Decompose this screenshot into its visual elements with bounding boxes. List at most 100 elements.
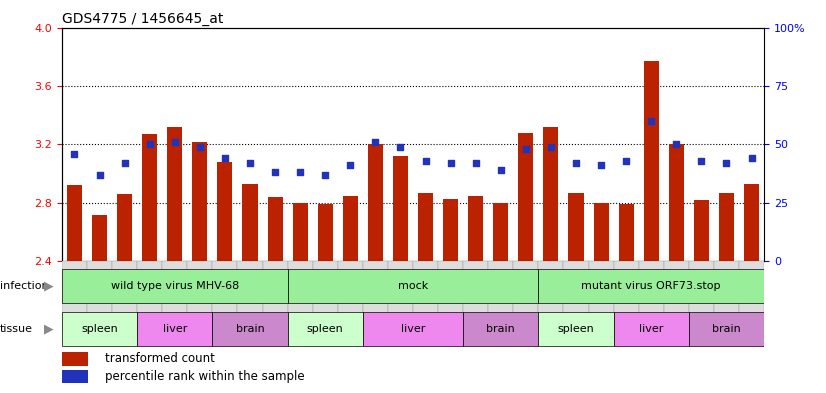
Point [595, 162, 608, 169]
Point [319, 172, 332, 178]
Bar [287, 261, 313, 334]
Bar [217, 162, 232, 261]
Bar [614, 261, 638, 334]
Bar [689, 261, 714, 334]
Bar [563, 261, 588, 334]
Text: brain: brain [235, 324, 264, 334]
Bar [438, 261, 463, 334]
Bar [62, 269, 287, 303]
Bar [62, 312, 137, 346]
Bar [117, 194, 132, 261]
Bar [539, 269, 764, 303]
Point [244, 160, 257, 166]
Text: brain: brain [712, 324, 741, 334]
Text: GDS4775 / 1456645_at: GDS4775 / 1456645_at [62, 12, 223, 26]
Text: wild type virus MHV-68: wild type virus MHV-68 [111, 281, 239, 291]
Bar [714, 261, 739, 334]
Point [444, 160, 458, 166]
Bar [287, 312, 363, 346]
Point [670, 141, 683, 148]
Bar [588, 261, 614, 334]
Bar [619, 204, 634, 261]
Text: percentile rank within the sample: percentile rank within the sample [105, 370, 305, 383]
Bar [388, 261, 413, 334]
Point [644, 118, 657, 124]
Bar [393, 156, 408, 261]
Bar [212, 312, 287, 346]
Text: mutant virus ORF73.stop: mutant virus ORF73.stop [582, 281, 721, 291]
Point [494, 167, 507, 173]
Bar [338, 261, 363, 334]
Bar [719, 193, 734, 261]
Bar [539, 312, 614, 346]
Point [419, 158, 432, 164]
Text: tissue: tissue [0, 324, 33, 334]
Point [520, 146, 533, 152]
Text: ▶: ▶ [44, 279, 54, 292]
Bar [568, 193, 583, 261]
Bar [594, 203, 609, 261]
Point [169, 139, 182, 145]
Bar [664, 261, 689, 334]
Point [344, 162, 357, 169]
Bar [614, 312, 689, 346]
Bar [87, 261, 112, 334]
Bar [363, 261, 388, 334]
Bar [192, 141, 207, 261]
Text: transformed count: transformed count [105, 353, 215, 365]
Bar [318, 204, 333, 261]
Bar [493, 203, 508, 261]
Bar [112, 261, 137, 334]
Bar [287, 269, 539, 303]
Point [695, 158, 708, 164]
Bar [368, 145, 383, 261]
Text: spleen: spleen [558, 324, 595, 334]
Bar [519, 133, 534, 261]
Bar [67, 185, 82, 261]
Bar [292, 203, 307, 261]
Point [118, 160, 131, 166]
Point [93, 172, 107, 178]
Text: spleen: spleen [81, 324, 118, 334]
Bar [313, 261, 338, 334]
Bar [539, 261, 563, 334]
Text: ▶: ▶ [44, 323, 54, 336]
Bar [268, 197, 282, 261]
Point [745, 155, 758, 162]
Bar [142, 134, 157, 261]
Bar [418, 193, 433, 261]
Bar [488, 261, 513, 334]
Point [394, 143, 407, 150]
Point [544, 143, 558, 150]
Bar [544, 127, 558, 261]
Text: liver: liver [401, 324, 425, 334]
Text: mock: mock [398, 281, 428, 291]
Bar [92, 215, 107, 261]
Bar [263, 261, 287, 334]
Bar [463, 312, 539, 346]
Point [293, 169, 306, 176]
Bar [739, 261, 764, 334]
Bar [669, 145, 684, 261]
Bar [167, 127, 183, 261]
Bar [243, 184, 258, 261]
Bar [744, 184, 759, 261]
Bar [238, 261, 263, 334]
Text: brain: brain [487, 324, 515, 334]
Point [368, 139, 382, 145]
Bar [343, 196, 358, 261]
Text: liver: liver [639, 324, 663, 334]
Bar [463, 261, 488, 334]
Bar [468, 196, 483, 261]
Bar [443, 198, 458, 261]
Point [68, 151, 81, 157]
Bar [363, 312, 463, 346]
Bar [62, 370, 88, 384]
Point [569, 160, 582, 166]
Bar [638, 261, 664, 334]
Bar [188, 261, 212, 334]
Bar [62, 261, 87, 334]
Point [218, 155, 231, 162]
Bar [694, 200, 709, 261]
Bar [137, 261, 162, 334]
